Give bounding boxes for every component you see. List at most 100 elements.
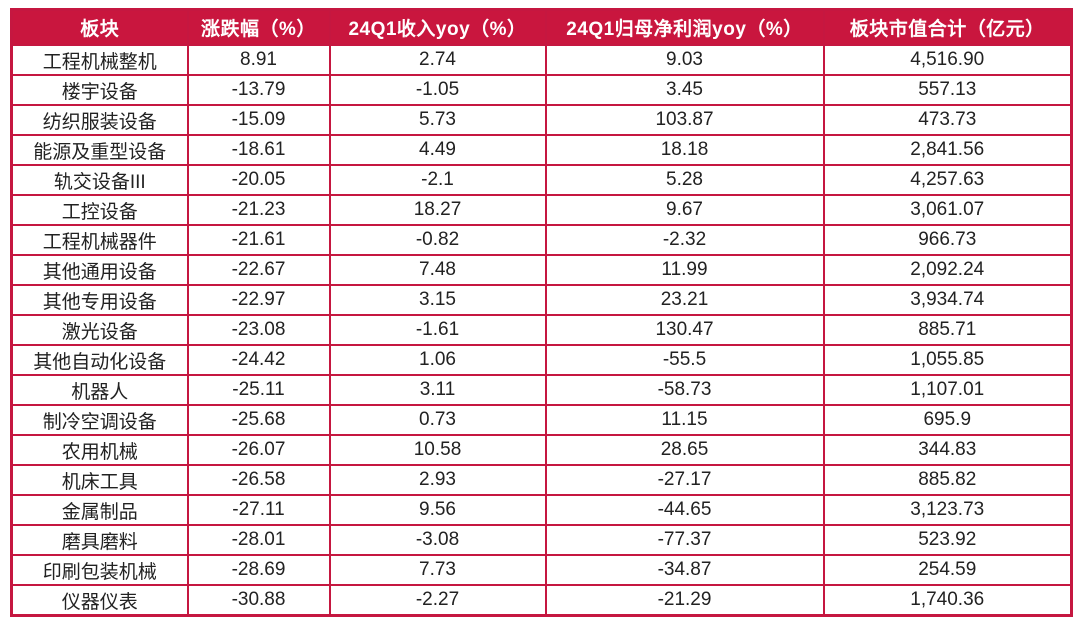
cell-revenue-yoy: 2.74 — [328, 44, 547, 76]
cell-revenue-yoy: 5.73 — [328, 104, 547, 136]
cell-profit-yoy: -34.87 — [544, 554, 825, 586]
cell-revenue-yoy: 0.73 — [328, 404, 547, 436]
cell-market-cap: 695.9 — [822, 404, 1073, 436]
cell-sector: 工程机械器件 — [10, 224, 189, 256]
cell-change: -22.97 — [186, 284, 331, 316]
cell-profit-yoy: 18.18 — [544, 134, 825, 166]
cell-market-cap: 2,092.24 — [822, 254, 1073, 286]
table-header: 板块 涨跌幅（%） 24Q1收入yoy（%） 24Q1归母净利润yoy（%） 板… — [10, 8, 1073, 46]
table-body: 工程机械整机 8.91 2.74 9.03 4,516.90 楼宇设备 -13.… — [10, 44, 1073, 617]
cell-change: -23.08 — [186, 314, 331, 346]
table-row: 磨具磨料 -28.01 -3.08 -77.37 523.92 — [10, 524, 1073, 556]
cell-change: -22.67 — [186, 254, 331, 286]
cell-sector: 其他专用设备 — [10, 284, 189, 316]
cell-revenue-yoy: 18.27 — [328, 194, 547, 226]
cell-revenue-yoy: -1.05 — [328, 74, 547, 106]
cell-change: -28.69 — [186, 554, 331, 586]
cell-market-cap: 885.71 — [822, 314, 1073, 346]
cell-change: 8.91 — [186, 44, 331, 76]
cell-sector: 纺织服装设备 — [10, 104, 189, 136]
cell-revenue-yoy: -2.27 — [328, 584, 547, 617]
cell-profit-yoy: 5.28 — [544, 164, 825, 196]
header-profit-yoy: 24Q1归母净利润yoy（%） — [544, 8, 825, 46]
cell-sector: 机器人 — [10, 374, 189, 406]
cell-revenue-yoy: -0.82 — [328, 224, 547, 256]
cell-profit-yoy: -44.65 — [544, 494, 825, 526]
cell-profit-yoy: -58.73 — [544, 374, 825, 406]
cell-market-cap: 344.83 — [822, 434, 1073, 466]
table-row: 激光设备 -23.08 -1.61 130.47 885.71 — [10, 314, 1073, 346]
cell-change: -25.11 — [186, 374, 331, 406]
cell-revenue-yoy: 10.58 — [328, 434, 547, 466]
table-row: 工控设备 -21.23 18.27 9.67 3,061.07 — [10, 194, 1073, 226]
cell-profit-yoy: 28.65 — [544, 434, 825, 466]
cell-market-cap: 557.13 — [822, 74, 1073, 106]
cell-market-cap: 966.73 — [822, 224, 1073, 256]
table-row: 机床工具 -26.58 2.93 -27.17 885.82 — [10, 464, 1073, 496]
cell-market-cap: 2,841.56 — [822, 134, 1073, 166]
table-row: 工程机械器件 -21.61 -0.82 -2.32 966.73 — [10, 224, 1073, 256]
cell-profit-yoy: -21.29 — [544, 584, 825, 617]
cell-market-cap: 1,740.36 — [822, 584, 1073, 617]
cell-change: -28.01 — [186, 524, 331, 556]
cell-revenue-yoy: 3.11 — [328, 374, 547, 406]
sector-performance-table: 板块 涨跌幅（%） 24Q1收入yoy（%） 24Q1归母净利润yoy（%） 板… — [10, 8, 1073, 617]
cell-change: -24.42 — [186, 344, 331, 376]
cell-profit-yoy: 130.47 — [544, 314, 825, 346]
cell-change: -30.88 — [186, 584, 331, 617]
cell-profit-yoy: -55.5 — [544, 344, 825, 376]
table-row: 其他专用设备 -22.97 3.15 23.21 3,934.74 — [10, 284, 1073, 316]
cell-revenue-yoy: 7.48 — [328, 254, 547, 286]
cell-change: -26.58 — [186, 464, 331, 496]
cell-profit-yoy: -27.17 — [544, 464, 825, 496]
cell-market-cap: 885.82 — [822, 464, 1073, 496]
cell-change: -21.23 — [186, 194, 331, 226]
cell-change: -21.61 — [186, 224, 331, 256]
cell-profit-yoy: -2.32 — [544, 224, 825, 256]
cell-revenue-yoy: 3.15 — [328, 284, 547, 316]
cell-sector: 印刷包装机械 — [10, 554, 189, 586]
cell-sector: 其他自动化设备 — [10, 344, 189, 376]
cell-sector: 能源及重型设备 — [10, 134, 189, 166]
cell-profit-yoy: 103.87 — [544, 104, 825, 136]
cell-sector: 激光设备 — [10, 314, 189, 346]
table-row: 仪器仪表 -30.88 -2.27 -21.29 1,740.36 — [10, 584, 1073, 617]
table-row: 工程机械整机 8.91 2.74 9.03 4,516.90 — [10, 44, 1073, 76]
cell-profit-yoy: 23.21 — [544, 284, 825, 316]
cell-sector: 机床工具 — [10, 464, 189, 496]
cell-profit-yoy: 9.03 — [544, 44, 825, 76]
cell-profit-yoy: 3.45 — [544, 74, 825, 106]
table-row: 纺织服装设备 -15.09 5.73 103.87 473.73 — [10, 104, 1073, 136]
cell-change: -25.68 — [186, 404, 331, 436]
cell-revenue-yoy: 9.56 — [328, 494, 547, 526]
cell-market-cap: 3,061.07 — [822, 194, 1073, 226]
header-row: 板块 涨跌幅（%） 24Q1收入yoy（%） 24Q1归母净利润yoy（%） 板… — [10, 8, 1073, 46]
cell-market-cap: 3,934.74 — [822, 284, 1073, 316]
cell-sector: 农用机械 — [10, 434, 189, 466]
header-sector: 板块 — [10, 8, 189, 46]
cell-market-cap: 523.92 — [822, 524, 1073, 556]
table-row: 制冷空调设备 -25.68 0.73 11.15 695.9 — [10, 404, 1073, 436]
table-row: 楼宇设备 -13.79 -1.05 3.45 557.13 — [10, 74, 1073, 106]
cell-profit-yoy: 11.99 — [544, 254, 825, 286]
cell-profit-yoy: 11.15 — [544, 404, 825, 436]
header-revenue-yoy: 24Q1收入yoy（%） — [328, 8, 547, 46]
table-row: 机器人 -25.11 3.11 -58.73 1,107.01 — [10, 374, 1073, 406]
table-row: 其他自动化设备 -24.42 1.06 -55.5 1,055.85 — [10, 344, 1073, 376]
cell-change: -20.05 — [186, 164, 331, 196]
table-row: 能源及重型设备 -18.61 4.49 18.18 2,841.56 — [10, 134, 1073, 166]
cell-sector: 楼宇设备 — [10, 74, 189, 106]
header-change: 涨跌幅（%） — [186, 8, 331, 46]
cell-sector: 其他通用设备 — [10, 254, 189, 286]
table-row: 金属制品 -27.11 9.56 -44.65 3,123.73 — [10, 494, 1073, 526]
cell-revenue-yoy: 2.93 — [328, 464, 547, 496]
cell-sector: 轨交设备III — [10, 164, 189, 196]
cell-sector: 制冷空调设备 — [10, 404, 189, 436]
cell-profit-yoy: -77.37 — [544, 524, 825, 556]
cell-revenue-yoy: 1.06 — [328, 344, 547, 376]
table-row: 印刷包装机械 -28.69 7.73 -34.87 254.59 — [10, 554, 1073, 586]
cell-market-cap: 1,055.85 — [822, 344, 1073, 376]
cell-market-cap: 4,516.90 — [822, 44, 1073, 76]
cell-sector: 工控设备 — [10, 194, 189, 226]
